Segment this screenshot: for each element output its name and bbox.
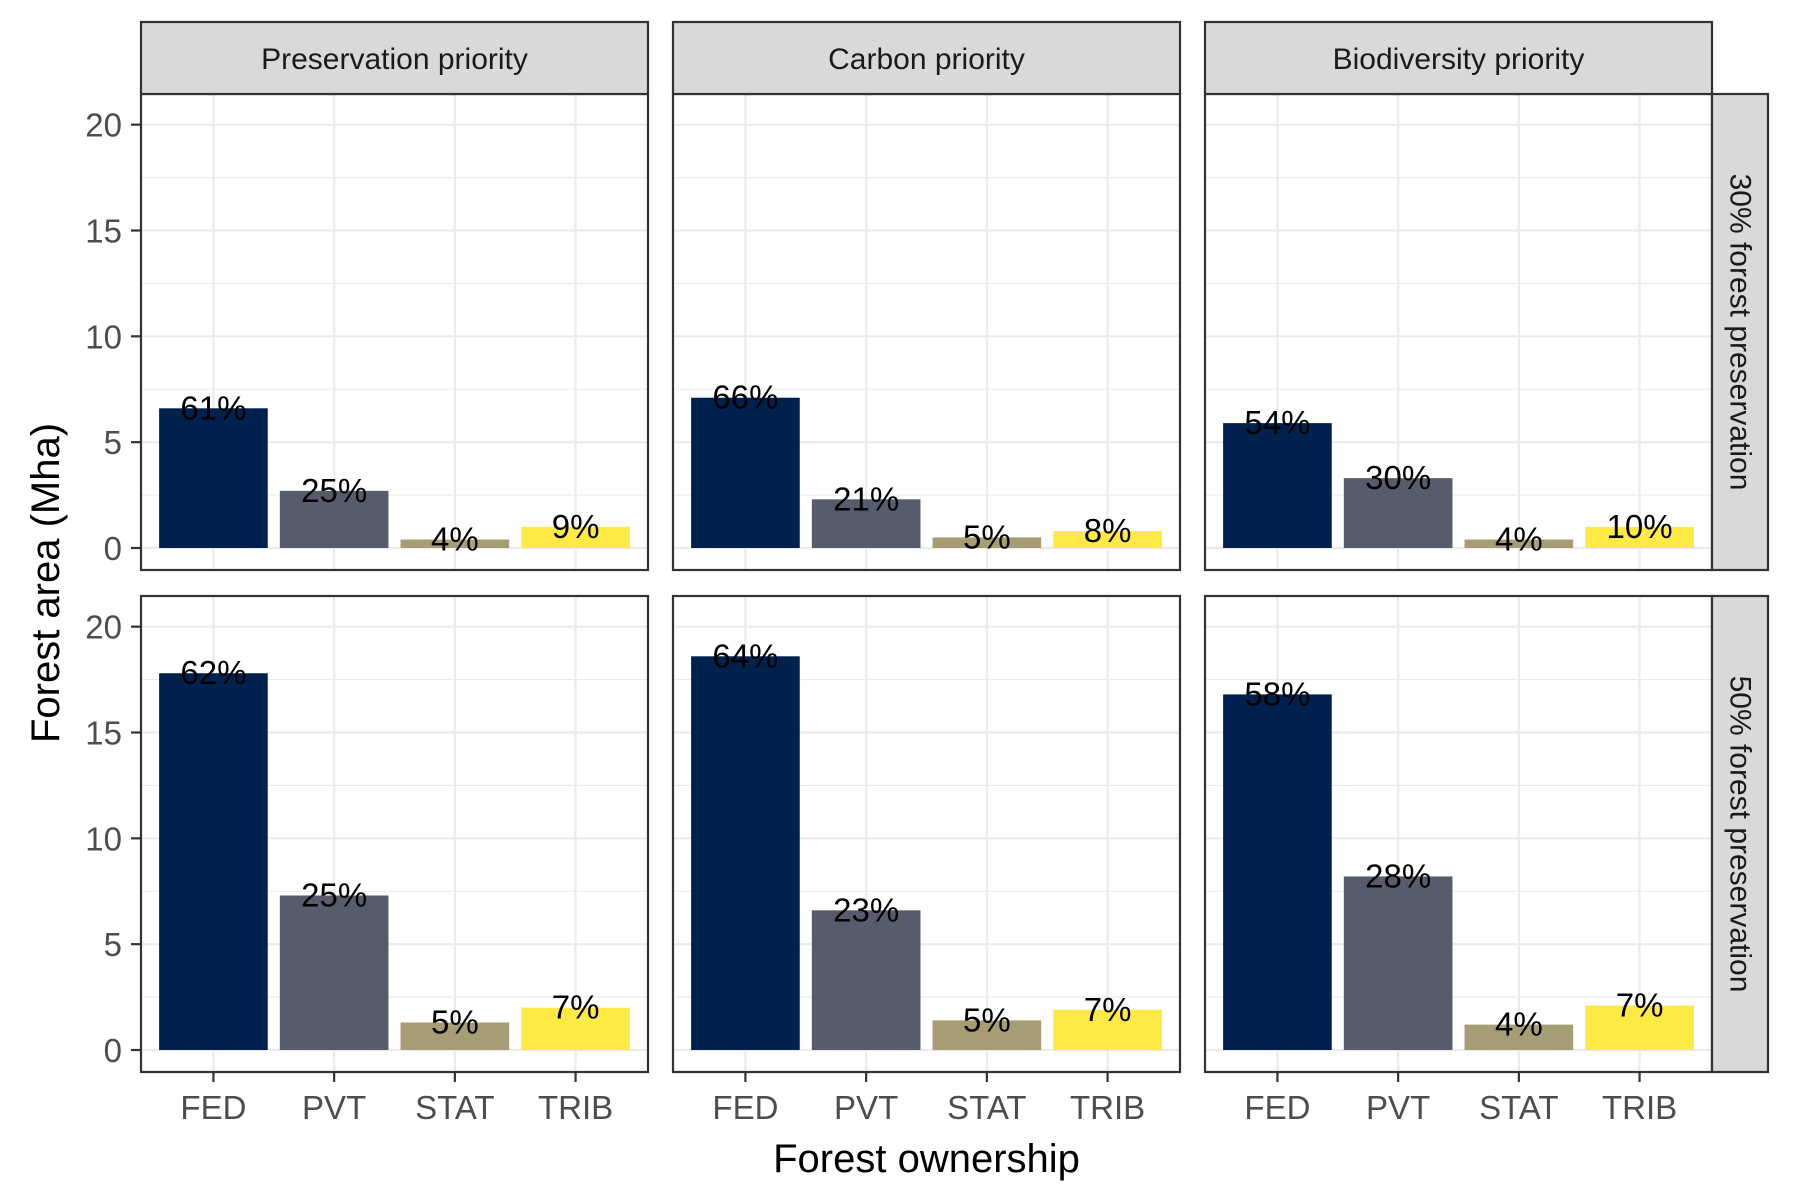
- x-tick-label: STAT: [947, 1089, 1026, 1126]
- data-label: 21%: [833, 480, 899, 517]
- data-label: 7%: [1616, 987, 1664, 1024]
- bar-stat: [1464, 539, 1574, 548]
- data-label: 5%: [431, 1003, 479, 1040]
- bar-fed: [1223, 694, 1332, 1050]
- bar-trib: [521, 526, 630, 548]
- y-tick-label: 20: [85, 107, 122, 144]
- data-label: 30%: [1365, 459, 1431, 496]
- facet-row-label: 50% forest preservation: [1724, 676, 1757, 993]
- data-label: 7%: [552, 989, 600, 1026]
- y-tick-label: 15: [85, 213, 122, 250]
- data-label: 58%: [1244, 675, 1310, 712]
- data-label: 28%: [1365, 857, 1431, 894]
- y-tick-label: 20: [85, 609, 122, 646]
- facet-strip: [1710, 92, 1770, 572]
- data-label: 7%: [1084, 991, 1132, 1028]
- y-axis-title: Forest area (Mha): [24, 423, 68, 743]
- data-label: 4%: [1495, 521, 1543, 558]
- x-tick-label: FED: [712, 1089, 778, 1126]
- facet-strip: [139, 20, 650, 96]
- bar-pvt: [811, 499, 921, 548]
- x-tick-label: STAT: [415, 1089, 494, 1126]
- data-labels-layer: 61% 25% 4% 9% 66% 21% 5% 8% 54% 30% 4% 10% 62% 25% 5% 7…: [180, 379, 1672, 1043]
- y-tick-label: 10: [85, 318, 122, 355]
- bar-fed: [1223, 423, 1332, 548]
- axes-layer: 0 5 10 15 20 0 5 10 15 20 FED PVT STAT TRIB FED PVT STAT…: [85, 107, 1677, 1126]
- x-tick-label: TRIB: [538, 1089, 613, 1126]
- bar-trib: [1053, 531, 1162, 548]
- facet-column-label: Preservation priority: [261, 43, 528, 76]
- x-tick-label: STAT: [1479, 1089, 1558, 1126]
- y-tick-label: 0: [104, 530, 122, 567]
- panel-border: [139, 594, 650, 1074]
- x-tick-label: PVT: [834, 1089, 898, 1126]
- data-label: 5%: [963, 1001, 1011, 1038]
- bar-fed: [691, 397, 800, 548]
- bar-pvt: [811, 910, 921, 1050]
- bar-trib: [521, 1007, 630, 1050]
- data-label: 61%: [180, 389, 246, 426]
- y-tick-label: 10: [85, 820, 122, 857]
- bar-pvt: [1343, 876, 1453, 1050]
- bar-stat: [1464, 1024, 1574, 1050]
- panel-border: [671, 594, 1182, 1074]
- bar-trib: [1053, 1009, 1162, 1050]
- data-label: 4%: [1495, 1006, 1543, 1043]
- y-tick-label: 5: [104, 424, 122, 461]
- y-tick-label: 15: [85, 715, 122, 752]
- bar-fed: [691, 656, 800, 1050]
- data-label: 25%: [301, 472, 367, 509]
- facet-strip: [1710, 594, 1770, 1074]
- facet-strip: [1203, 20, 1714, 96]
- y-tick-label: 0: [104, 1032, 122, 1069]
- bar-trib: [1585, 526, 1694, 548]
- data-label: 5%: [963, 518, 1011, 555]
- x-tick-label: PVT: [302, 1089, 366, 1126]
- x-tick-label: FED: [180, 1089, 246, 1126]
- data-label: 4%: [431, 521, 479, 558]
- bar-fed: [159, 408, 268, 548]
- bar-trib: [1585, 1005, 1694, 1050]
- x-tick-label: FED: [1244, 1089, 1310, 1126]
- bar-stat: [932, 1020, 1042, 1050]
- data-label: 23%: [833, 891, 899, 928]
- bar-stat: [400, 1022, 510, 1050]
- facet-column-label: Carbon priority: [828, 43, 1025, 76]
- data-label: 8%: [1084, 512, 1132, 549]
- x-tick-label: TRIB: [1070, 1089, 1145, 1126]
- data-label: 25%: [301, 876, 367, 913]
- bar-pvt: [279, 490, 389, 548]
- bar-pvt: [279, 895, 389, 1050]
- facet-strip: [671, 20, 1182, 96]
- bar-stat: [932, 537, 1042, 548]
- data-label: 10%: [1607, 508, 1673, 545]
- bar-pvt: [1343, 478, 1453, 548]
- bars-layer: [159, 397, 1694, 1050]
- data-label: 66%: [712, 379, 778, 416]
- bar-fed: [159, 673, 268, 1050]
- y-tick-label: 5: [104, 926, 122, 963]
- data-label: 64%: [712, 637, 778, 674]
- facet-strips-layer: Preservation priority Carbon priority Biod…: [139, 20, 1770, 1074]
- facet-column-label: Biodiversity priority: [1333, 43, 1585, 76]
- bar-stat: [400, 539, 510, 548]
- data-label: 9%: [552, 508, 600, 545]
- x-tick-label: TRIB: [1602, 1089, 1677, 1126]
- data-label: 54%: [1244, 404, 1310, 441]
- x-axis-title: Forest ownership: [773, 1137, 1080, 1181]
- facet-row-label: 30% forest preservation: [1724, 174, 1757, 491]
- x-tick-label: PVT: [1366, 1089, 1430, 1126]
- data-label: 62%: [180, 654, 246, 691]
